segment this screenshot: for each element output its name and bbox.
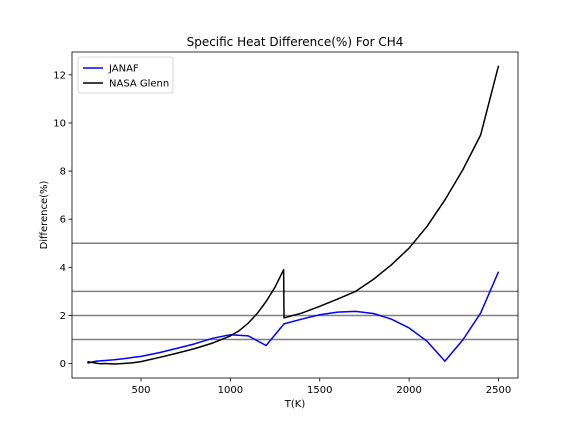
y-axis-label: Difference(%)	[39, 180, 50, 249]
legend-label: NASA Glenn	[109, 79, 169, 90]
y-tick-label: 4	[60, 263, 66, 274]
y-tick-label: 6	[60, 215, 66, 226]
x-tick-label: 1500	[307, 385, 332, 396]
y-tick-label: 8	[60, 167, 66, 178]
x-axis-label: T(K)	[284, 399, 306, 410]
legend: JANAF NASA Glenn	[78, 57, 173, 93]
x-tick-label: 1000	[218, 385, 243, 396]
y-tick-label: 2	[60, 311, 66, 322]
legend-label: JANAF	[108, 64, 139, 75]
x-tick-label: 2000	[396, 385, 421, 396]
x-tick-label: 2500	[486, 385, 511, 396]
y-tick-label: 10	[53, 118, 66, 129]
y-tick-label: 12	[53, 70, 66, 81]
x-tick-label: 500	[131, 385, 150, 396]
y-tick-label: 0	[60, 359, 66, 370]
chart-title: Specific Heat Difference(%) For CH4	[187, 35, 404, 49]
